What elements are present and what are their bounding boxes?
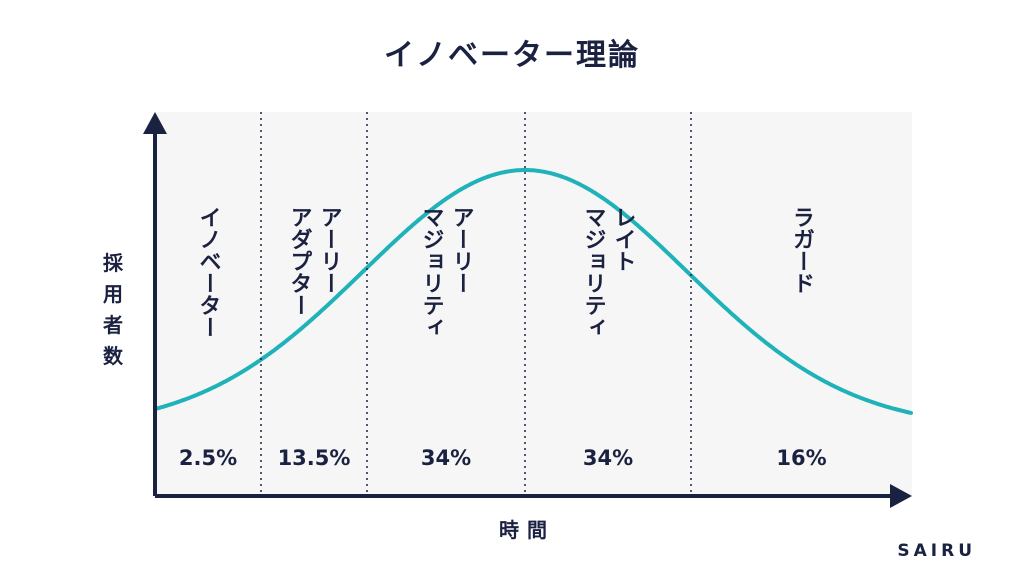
y-axis-label: 採用者数 — [96, 248, 130, 372]
segment-name: ラガード — [789, 206, 814, 294]
segment-percent: 34% — [421, 446, 471, 470]
x-axis-arrow — [890, 484, 912, 508]
segment-name: マジョリティ — [581, 206, 606, 338]
x-axis-label: 時間 — [499, 518, 555, 542]
brand-logo: SAIRU — [897, 541, 976, 561]
y-axis-label-char: 数 — [103, 344, 123, 368]
y-axis-label-char: 者 — [103, 313, 123, 337]
diagram-title: イノベーター理論 — [384, 38, 640, 73]
y-axis-arrow — [143, 112, 167, 134]
y-axis-label-char: 採 — [103, 251, 123, 275]
segment-name: イノベーター — [196, 206, 222, 338]
segment-percent: 13.5% — [278, 446, 351, 470]
segment-name: レイト — [611, 206, 636, 272]
segment-percent: 2.5% — [179, 446, 237, 470]
segment-name: マジョリティ — [419, 206, 444, 338]
segment-percent: 34% — [583, 446, 633, 470]
segment-name: アーリー — [317, 206, 342, 294]
segment-percent: 16% — [776, 446, 826, 470]
plot-background — [155, 112, 912, 496]
segment-name: アーリー — [449, 206, 474, 294]
adoption-curve — [153, 168, 913, 415]
y-axis-label-char: 用 — [103, 282, 123, 306]
segment-name: アダプター — [287, 206, 312, 316]
